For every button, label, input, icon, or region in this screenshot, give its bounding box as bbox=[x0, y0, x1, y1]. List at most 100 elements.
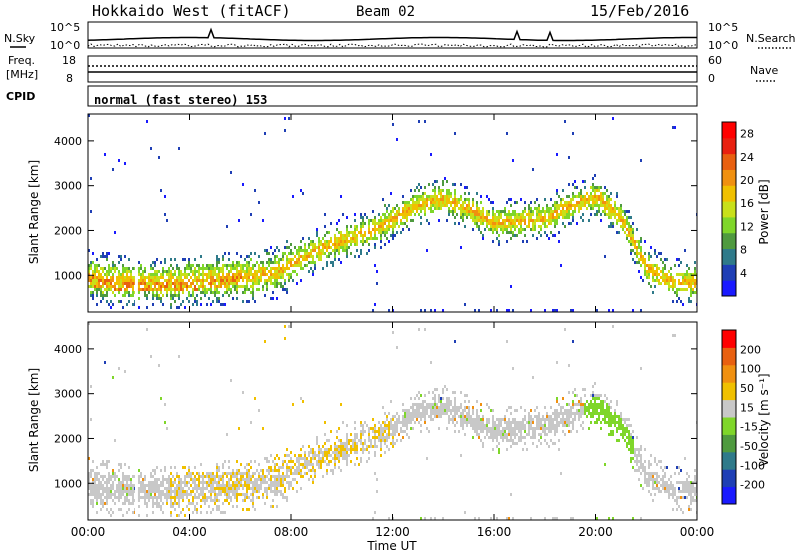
velocity-cell bbox=[106, 463, 108, 466]
velocity-cell bbox=[94, 478, 96, 481]
power-cell bbox=[206, 267, 208, 270]
power-cell bbox=[218, 261, 220, 264]
velocity-cell bbox=[630, 451, 632, 454]
velocity-cell bbox=[302, 475, 304, 478]
velocity-cell bbox=[120, 481, 122, 484]
power-cell bbox=[508, 225, 510, 228]
velocity-cell bbox=[602, 418, 604, 421]
velocity-cell bbox=[416, 412, 418, 415]
velocity-cell bbox=[264, 490, 266, 493]
velocity-cell bbox=[216, 469, 218, 472]
velocity-cell bbox=[418, 403, 420, 406]
velocity-cell bbox=[532, 433, 534, 436]
power-cell bbox=[162, 303, 164, 306]
power-cell bbox=[598, 207, 600, 210]
power-cell bbox=[192, 294, 194, 297]
power-cell bbox=[218, 276, 220, 279]
velocity-cell bbox=[516, 421, 518, 424]
power-cell bbox=[386, 207, 388, 210]
power-cell bbox=[544, 225, 546, 228]
power-cell bbox=[92, 282, 94, 285]
power-cell bbox=[274, 255, 276, 258]
power-cell bbox=[310, 255, 312, 258]
velocity-cell bbox=[196, 487, 198, 490]
velocity-cell bbox=[482, 424, 484, 427]
velocity-cell bbox=[240, 481, 242, 484]
power-cell bbox=[420, 195, 422, 198]
power-cell bbox=[194, 267, 196, 270]
power-cell bbox=[652, 279, 654, 282]
power-cell bbox=[440, 207, 442, 210]
velocity-cell bbox=[198, 496, 200, 499]
velocity-cell bbox=[474, 418, 476, 421]
velocity-cell bbox=[392, 424, 394, 427]
velocity-cell bbox=[104, 481, 106, 484]
power-cell bbox=[338, 246, 340, 249]
velocity-cell bbox=[126, 475, 128, 478]
velocity-cell bbox=[438, 400, 440, 403]
velocity-cell bbox=[406, 415, 408, 418]
velocity-cell bbox=[354, 436, 356, 439]
power-cell bbox=[532, 234, 534, 237]
velocity-cell bbox=[378, 427, 380, 430]
power-cell bbox=[336, 243, 338, 246]
power-cell bbox=[472, 201, 474, 204]
velocity-cell bbox=[498, 418, 500, 421]
power-cell bbox=[416, 210, 418, 213]
power-cell bbox=[440, 192, 442, 195]
power-cell bbox=[484, 228, 486, 231]
power-cell bbox=[368, 225, 370, 228]
power-cell bbox=[102, 282, 104, 285]
velocity-cell bbox=[238, 487, 240, 490]
power-cell bbox=[236, 252, 238, 255]
power-cell bbox=[408, 213, 410, 216]
power-cell bbox=[602, 198, 604, 201]
power-cell bbox=[256, 282, 258, 285]
power-cell bbox=[212, 267, 214, 270]
power-cell bbox=[412, 198, 414, 201]
power-cell bbox=[218, 285, 220, 288]
power-cell bbox=[568, 183, 570, 186]
power-cell bbox=[278, 270, 280, 273]
velocity-cell bbox=[176, 493, 178, 496]
velocity-cell bbox=[140, 487, 142, 490]
velocity-cell bbox=[246, 478, 248, 481]
velocity-cell bbox=[150, 355, 152, 358]
power-cell bbox=[88, 114, 90, 117]
power-cell bbox=[100, 276, 102, 279]
velocity-cell bbox=[468, 421, 470, 424]
velocity-cell bbox=[268, 466, 270, 469]
colorbar-tick-label: -100 bbox=[740, 459, 765, 472]
power-cell bbox=[304, 243, 306, 246]
power-cell bbox=[192, 270, 194, 273]
power-cell bbox=[186, 288, 188, 291]
velocity-cell bbox=[120, 490, 122, 493]
velocity-cell bbox=[570, 412, 572, 415]
velocity-cell bbox=[200, 499, 202, 502]
velocity-cell bbox=[476, 412, 478, 415]
velocity-cell bbox=[668, 490, 670, 493]
power-cell bbox=[114, 294, 116, 297]
power-cell bbox=[158, 156, 160, 159]
power-cell bbox=[570, 213, 572, 216]
velocity-cell bbox=[346, 448, 348, 451]
power-cell bbox=[480, 195, 482, 198]
power-cell bbox=[178, 276, 180, 279]
velocity-cell bbox=[178, 505, 180, 508]
power-cell bbox=[562, 216, 564, 219]
velocity-cell bbox=[276, 505, 278, 508]
colorbar-segment bbox=[722, 364, 736, 383]
velocity-cell bbox=[126, 496, 128, 499]
velocity-cell bbox=[132, 487, 134, 490]
velocity-cell bbox=[246, 472, 248, 475]
velocity-cell bbox=[454, 412, 456, 415]
velocity-cell bbox=[184, 514, 186, 517]
velocity-cell bbox=[252, 496, 254, 499]
velocity-cell bbox=[384, 442, 386, 445]
power-cell bbox=[182, 258, 184, 261]
power-cell bbox=[590, 207, 592, 210]
power-cell bbox=[258, 270, 260, 273]
power-cell bbox=[454, 222, 456, 225]
power-cell bbox=[346, 249, 348, 252]
power-cell bbox=[468, 213, 470, 216]
